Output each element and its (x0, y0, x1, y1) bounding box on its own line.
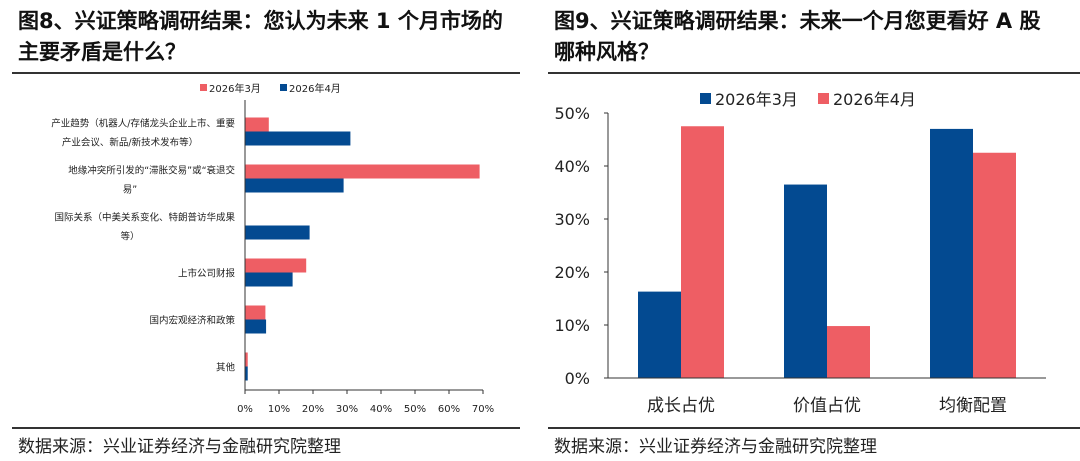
legend-swatch (280, 84, 287, 91)
legend-label: 2026年3月 (715, 90, 798, 109)
y-tick-label: 10% (554, 316, 590, 335)
bar (784, 184, 827, 378)
left-chart: 2026年3月 2026年4月产业趋势（机器人/存储龙头企业上市、重要产业会议、新… (51, 82, 494, 415)
right-figure: 图9、兴证策略调研结果：未来一个月您更看好 A 股哪种风格？ 2026年3月 20… (540, 0, 1080, 461)
category-label: 价值占优 (793, 396, 861, 416)
category-label: 产业会议、新品/新技术发布等） (62, 137, 198, 149)
category-label: 其他 (216, 362, 236, 374)
bar (930, 128, 973, 378)
category-label: 地缘冲突所引发的“滞胀交易”或“衰退交 (68, 165, 235, 177)
legend-label: 2026年4月 (833, 90, 916, 109)
right-title: 图9、兴证策略调研结果：未来一个月您更看好 A 股哪种风格？ (554, 9, 1041, 64)
bar (681, 126, 724, 378)
bar (245, 164, 480, 179)
legend-swatch (200, 84, 207, 91)
legend-label: 2026年3月 (209, 82, 261, 95)
footer-divider (548, 427, 1080, 429)
legend-swatch (700, 93, 711, 104)
bar (245, 366, 248, 381)
title-divider (12, 72, 520, 74)
category-label: 产业趋势（机器人/存储龙头企业上市、重要 (51, 118, 235, 130)
x-tick-label: 40% (370, 404, 392, 415)
category-label: 国内宏观经济和政策 (149, 315, 235, 327)
x-tick-label: 70% (472, 404, 494, 415)
bar (245, 319, 267, 334)
footer-divider (12, 427, 520, 429)
category-label: 均衡配置 (939, 396, 1007, 416)
y-tick-label: 50% (554, 104, 590, 123)
right-source: 数据来源：兴业证券经济与金融研究院整理 (554, 437, 877, 457)
bar (638, 291, 681, 378)
category-label: 等） (120, 231, 139, 243)
bar (245, 352, 248, 367)
legend-label: 2026年4月 (289, 82, 341, 95)
x-tick-label: 10% (268, 404, 290, 415)
x-tick-label: 0% (237, 404, 253, 415)
bar (245, 131, 351, 146)
x-tick-label: 60% (438, 404, 460, 415)
bar (245, 117, 269, 132)
left-title: 图8、兴证策略调研结果：您认为未来 1 个月市场的主要矛盾是什么？ (18, 9, 503, 64)
title-divider (548, 72, 1080, 74)
bar (245, 258, 307, 273)
x-tick-label: 30% (336, 404, 358, 415)
category-label: 易” (123, 185, 138, 196)
x-tick-label: 20% (302, 404, 324, 415)
y-tick-label: 20% (554, 263, 590, 282)
y-tick-label: 30% (554, 210, 590, 229)
bar (245, 178, 344, 193)
y-tick-label: 0% (565, 369, 590, 388)
left-source: 数据来源：兴业证券经济与金融研究院整理 (18, 437, 341, 457)
category-label: 上市公司财报 (178, 268, 236, 280)
category-label: 成长占优 (647, 396, 715, 416)
bar (245, 225, 310, 240)
legend-swatch (818, 93, 829, 104)
bar (245, 272, 293, 287)
category-label: 国际关系（中美关系变化、特朗普访华成果 (54, 212, 235, 224)
bar (827, 326, 870, 378)
x-tick-label: 50% (404, 404, 426, 415)
bar (973, 152, 1016, 378)
left-figure: 图8、兴证策略调研结果：您认为未来 1 个月市场的主要矛盾是什么？ 2026年3… (0, 0, 520, 461)
y-tick-label: 40% (554, 157, 590, 176)
bar (245, 305, 266, 320)
